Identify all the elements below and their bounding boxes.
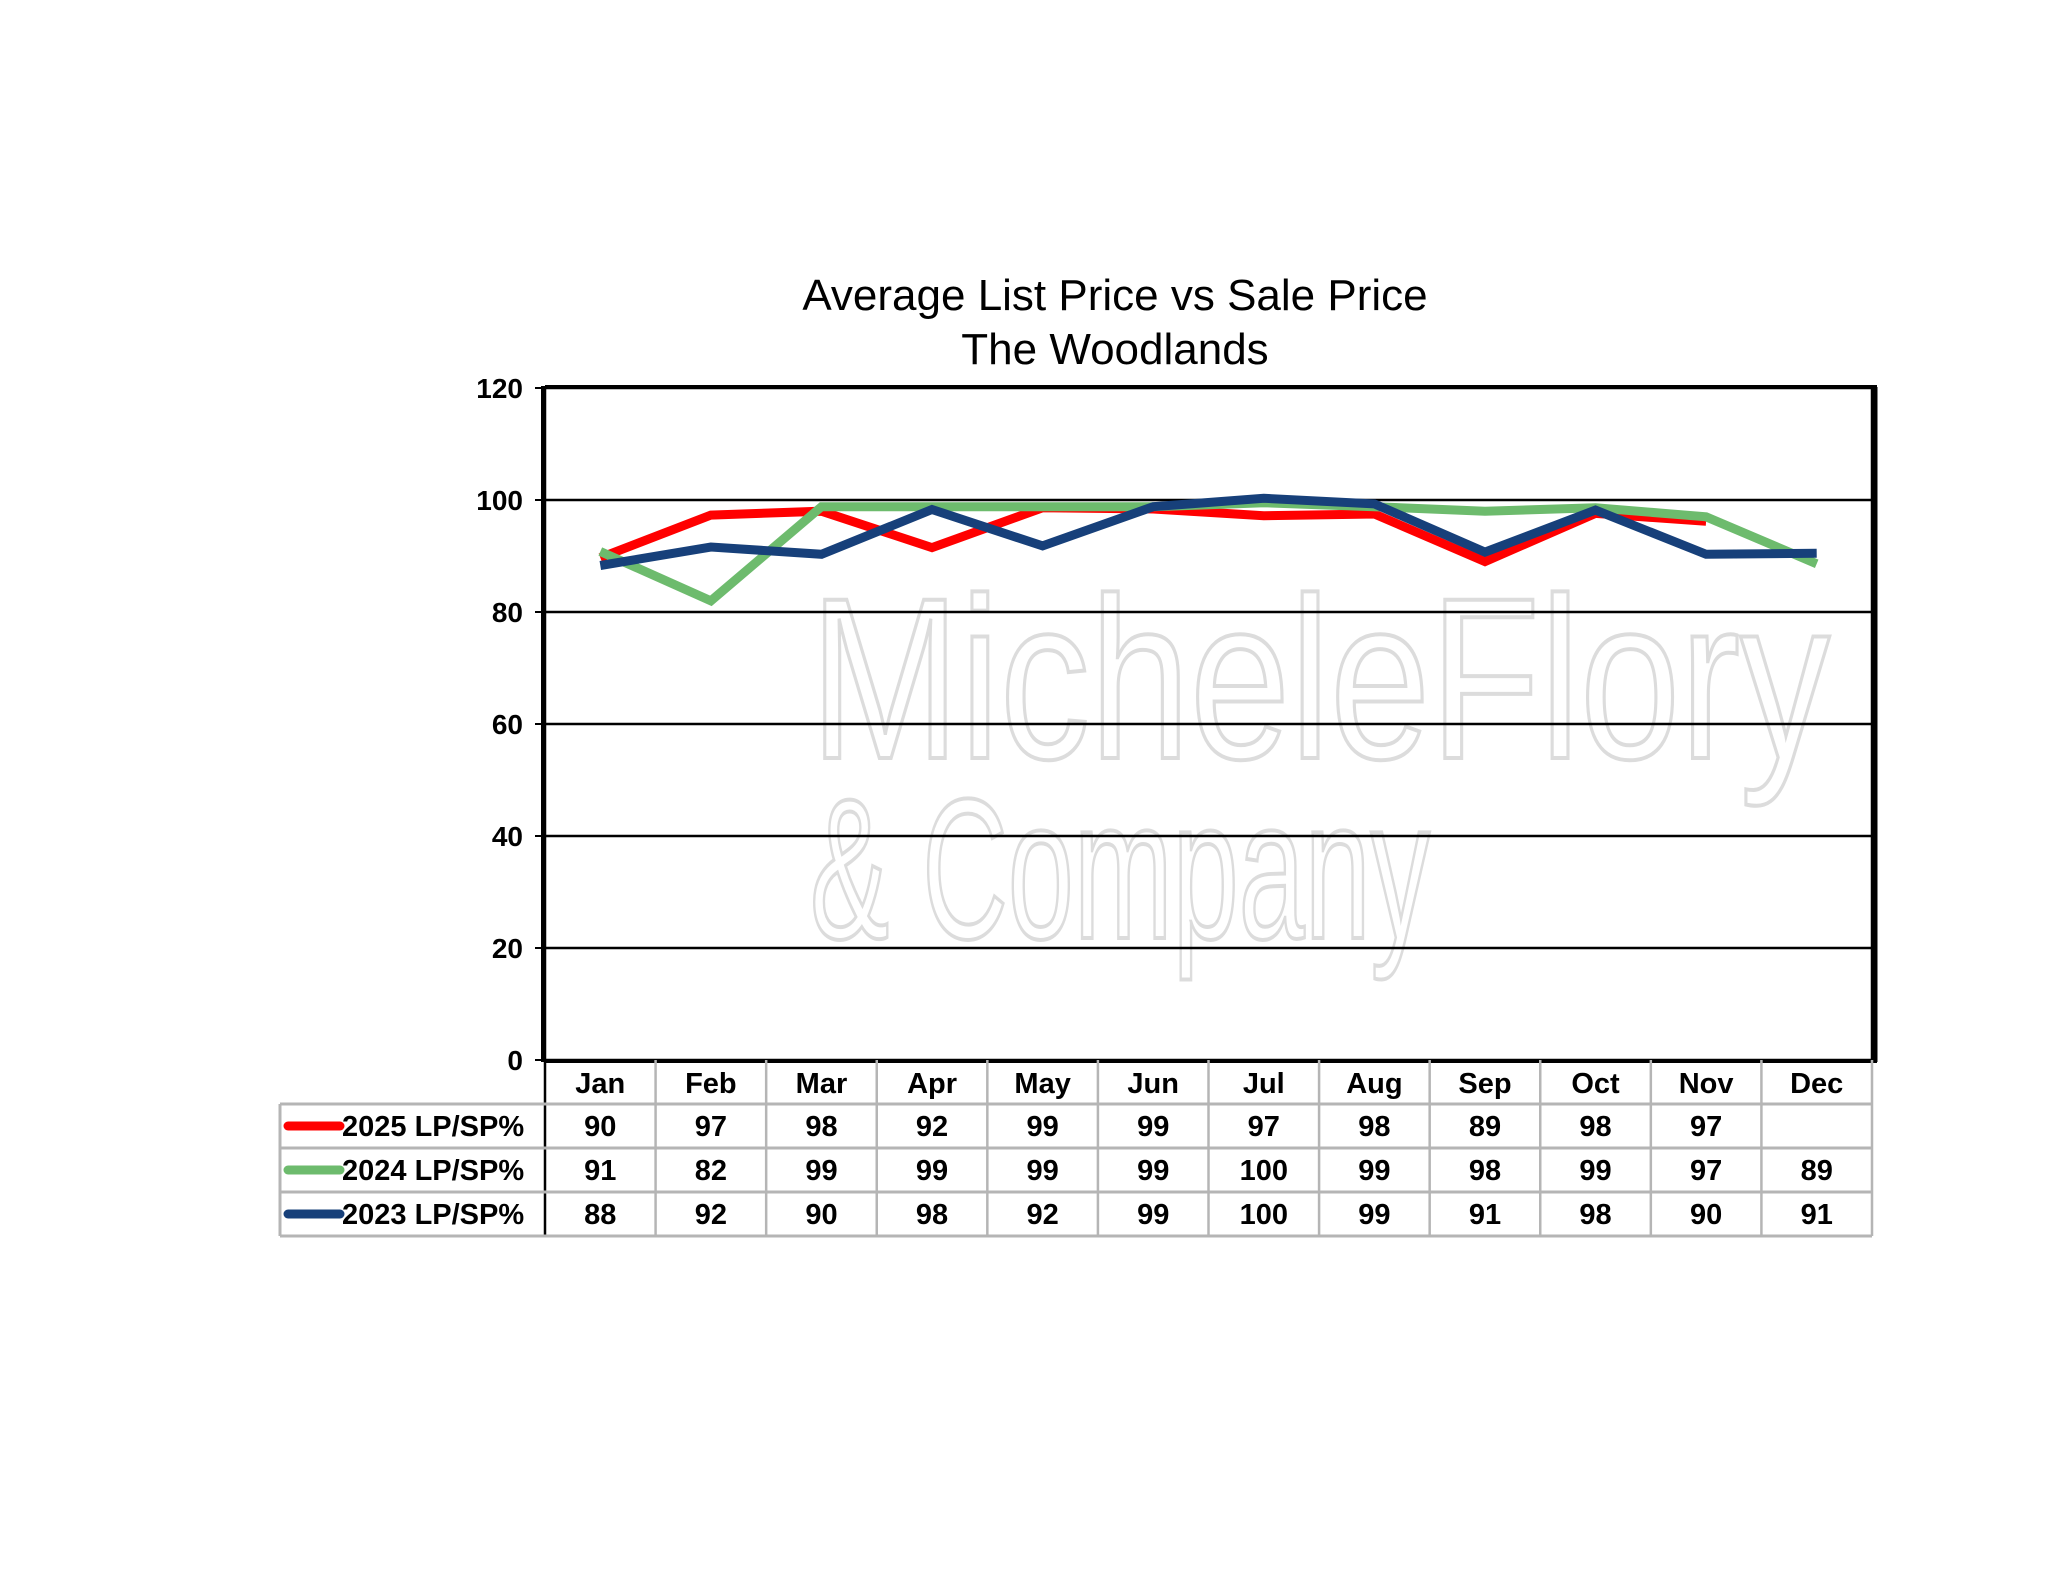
x-tick-label: Nov xyxy=(1679,1068,1734,1100)
watermark-line-2: & Company xyxy=(810,758,1430,981)
data-cell-value: 99 xyxy=(1137,1111,1169,1143)
legend-label: 2025 LP/SP% xyxy=(342,1111,524,1143)
y-tick-label: 40 xyxy=(492,821,523,852)
watermark-line-1: MicheleFlory xyxy=(810,550,1830,807)
watermark-logo: MicheleFlory & Company xyxy=(808,548,1832,983)
data-cell-value: 97 xyxy=(695,1111,727,1143)
data-table: Jan Feb Mar Apr May Jun Jul Aug Sep Oct Nov Dec 2025… xyxy=(278,1060,1874,1238)
y-tick-label: 80 xyxy=(492,597,523,628)
series-lines xyxy=(598,493,1819,607)
data-cell-value: 99 xyxy=(1137,1199,1169,1231)
data-cell-value: 90 xyxy=(805,1199,837,1231)
data-cell-value: 90 xyxy=(584,1111,616,1143)
data-cell-value: 98 xyxy=(1469,1155,1501,1187)
x-tick-label: Mar xyxy=(796,1068,848,1100)
y-tick-label: 100 xyxy=(476,485,523,516)
series-line-3 xyxy=(599,493,1817,570)
data-cell-value: 97 xyxy=(1690,1155,1722,1187)
data-cell-value: 99 xyxy=(1026,1111,1058,1143)
data-cell-value: 92 xyxy=(916,1111,948,1143)
data-cell-value: 99 xyxy=(1358,1155,1390,1187)
y-axis: 0 20 40 60 80 100 120 xyxy=(476,373,1878,1076)
data-cell-value: 91 xyxy=(1469,1199,1501,1231)
chart-title: Average List Price vs Sale Price xyxy=(802,271,1427,320)
data-cell-value: 99 xyxy=(916,1155,948,1187)
x-tick-label: Dec xyxy=(1790,1068,1843,1100)
data-cell-value: 98 xyxy=(1579,1111,1611,1143)
x-tick-label: Jan xyxy=(575,1068,625,1100)
legend-label: 2024 LP/SP% xyxy=(342,1155,524,1187)
x-tick-label: Sep xyxy=(1458,1068,1511,1100)
data-cell-value: 82 xyxy=(695,1155,727,1187)
data-cell-value: 100 xyxy=(1240,1199,1288,1231)
data-cell-value: 98 xyxy=(1579,1199,1611,1231)
data-cell-value: 91 xyxy=(1801,1199,1833,1231)
data-cell-value: 92 xyxy=(1026,1199,1058,1231)
data-cell-value: 99 xyxy=(805,1155,837,1187)
data-cell-value: 100 xyxy=(1240,1155,1288,1187)
y-tick-label: 60 xyxy=(492,709,523,740)
y-tick-label: 20 xyxy=(492,933,523,964)
data-cell-value: 88 xyxy=(584,1199,616,1231)
x-tick-label: Jul xyxy=(1243,1068,1285,1100)
x-tick-label: Oct xyxy=(1571,1068,1620,1100)
data-cell-value: 98 xyxy=(805,1111,837,1143)
x-tick-label: Jun xyxy=(1127,1068,1179,1100)
data-cell-value: 92 xyxy=(695,1199,727,1231)
data-cell-value: 99 xyxy=(1026,1155,1058,1187)
data-cell-value: 97 xyxy=(1248,1111,1280,1143)
data-cell-value: 90 xyxy=(1690,1199,1722,1231)
data-cell-value: 98 xyxy=(1358,1111,1390,1143)
data-cell-value: 89 xyxy=(1801,1155,1833,1187)
y-tick-label: 120 xyxy=(476,373,523,404)
data-cell-value: 99 xyxy=(1137,1155,1169,1187)
data-cell-value: 99 xyxy=(1579,1155,1611,1187)
x-tick-label: Feb xyxy=(685,1068,737,1100)
legend-label: 2023 LP/SP% xyxy=(342,1199,524,1231)
gridlines xyxy=(545,498,1872,950)
data-cell-value: 89 xyxy=(1469,1111,1501,1143)
x-tick-label: Aug xyxy=(1346,1068,1402,1100)
x-tick-label: May xyxy=(1014,1068,1070,1100)
data-cell-value: 99 xyxy=(1358,1199,1390,1231)
y-tick-label: 0 xyxy=(507,1045,523,1076)
x-tick-label: Apr xyxy=(907,1068,957,1100)
data-cell-value: 97 xyxy=(1690,1111,1722,1143)
data-cell-value: 91 xyxy=(584,1155,616,1187)
data-cell-value: 98 xyxy=(916,1199,948,1231)
chart-subtitle: The Woodlands xyxy=(961,325,1268,374)
